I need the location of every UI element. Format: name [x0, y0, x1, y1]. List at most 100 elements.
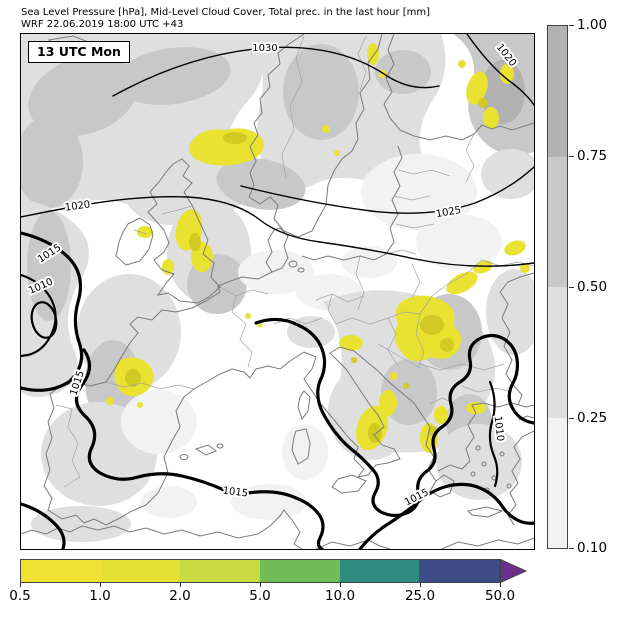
isobar-1010-east: [488, 380, 499, 488]
cloud-colorbar-tick-label: 0.75: [577, 148, 608, 164]
coastline-island: [216, 443, 224, 449]
country-border: [395, 223, 435, 229]
precip-blob: [466, 71, 488, 105]
country-border: [465, 133, 475, 183]
country-border: [419, 363, 505, 371]
precip-colorbar-tick-label: 2.0: [169, 588, 191, 604]
cloud-colorbar-segment: [548, 26, 567, 157]
cloud-blob: [283, 44, 359, 140]
country-border: [105, 381, 195, 390]
precip-blob: [500, 64, 514, 84]
cloud-colorbar-segment: [548, 287, 567, 418]
precip-blob: [223, 132, 247, 144]
cloud-colorbar-tick: [569, 418, 574, 419]
isobar-1020-northeast: [466, 34, 534, 106]
precip-blob: [520, 263, 530, 273]
cloud-colorbar-segment: [548, 156, 567, 287]
coastline-baltic-east: [301, 145, 403, 261]
isobar-1025: [240, 166, 534, 214]
precip-blob: [390, 372, 398, 380]
coastline-great-britain: [147, 158, 221, 304]
cloud-blob: [121, 390, 197, 454]
cloud-colorbar-tick: [569, 287, 574, 288]
map-panel: 1030 1020 1020 1025 1015 1010 1015 1015 …: [20, 33, 535, 550]
coastline-aegean-island: [481, 461, 487, 467]
coastline-sardinia: [291, 428, 311, 465]
cloud-blob: [31, 506, 131, 542]
cloud-blob: [282, 424, 328, 480]
isobar-low-center: [30, 301, 58, 339]
coastlines-layer: [21, 34, 534, 549]
precip-blob: [137, 402, 143, 408]
country-border: [419, 259, 483, 315]
precip-blob: [257, 322, 263, 328]
coastline-crete: [467, 506, 504, 518]
country-border: [415, 313, 425, 369]
precip-colorbar-segment: [260, 560, 340, 582]
precip-colorbar: [20, 559, 500, 583]
cloud-colorbar-tick: [569, 25, 574, 26]
cloud-colorbar-tick-label: 1.00: [577, 17, 608, 33]
precip-colorbar-overflow-arrow: [500, 559, 528, 583]
precip-blob: [440, 338, 454, 352]
coastline-scandinavia: [248, 34, 383, 238]
precip-colorbar-tick-label: 25.0: [404, 588, 436, 604]
cloud-blob: [216, 158, 306, 210]
coastline-black-sea-west: [499, 291, 523, 406]
precip-blob: [483, 107, 499, 129]
coastline-aegean-island: [506, 483, 512, 489]
contour-label: 1015: [222, 486, 249, 500]
isobar-1015-west: [74, 348, 325, 549]
contour-label: 1030: [252, 43, 277, 54]
cloud-colorbar-tick-label: 0.50: [577, 279, 608, 295]
country-border: [161, 205, 193, 215]
cloud-blob: [436, 424, 522, 500]
isobar-1015-southwest: [21, 502, 66, 549]
precip-colorbar-tick: [100, 583, 101, 587]
cloud-blob: [481, 149, 534, 199]
precip-blob: [162, 259, 174, 275]
coastline-corsica: [297, 390, 311, 421]
contour-label: 1010: [491, 415, 505, 442]
precip-blob: [446, 271, 478, 295]
cloud-blob: [375, 50, 431, 94]
precip-colorbar-segment: [21, 560, 101, 582]
coastline-north-africa-mid: [315, 539, 391, 549]
isobar-1015-southeast: [358, 482, 534, 549]
cloud-blob: [416, 214, 502, 270]
precip-blob: [106, 397, 114, 405]
coastline-north-africa-west: [21, 509, 303, 549]
coastline-island: [288, 260, 298, 268]
precip-colorbar-tick-label: 0.5: [9, 588, 31, 604]
cloud-blob: [341, 246, 397, 278]
precip-blob: [458, 60, 466, 68]
precip-colorbar-tick-label: 10.0: [324, 588, 356, 604]
valid-time-badge: 13 UTC Mon: [28, 41, 130, 63]
precip-blob: [504, 240, 526, 256]
country-border: [335, 317, 389, 325]
precip-blob: [137, 226, 153, 238]
pressure-contours-layer: [21, 34, 534, 549]
isobar-1030: [112, 46, 440, 97]
precip-colorbar-tick: [20, 583, 21, 587]
precip-blob: [189, 233, 201, 251]
coastline-north-africa-east: [441, 537, 534, 549]
country-border: [461, 385, 513, 393]
cloud-colorbar-tick-label: 0.10: [577, 540, 608, 556]
country-border: [377, 343, 421, 369]
precip-colorbar-tick: [500, 583, 501, 587]
contour-label: 1020: [64, 199, 91, 213]
country-border: [357, 35, 367, 91]
coastline-sicily: [331, 474, 367, 494]
precip-colorbar-tick: [180, 583, 181, 587]
coastline-west-europe-iberia: [43, 271, 305, 526]
plot-subtitle: WRF 22.06.2019 18:00 UTC +43: [21, 19, 184, 30]
plot-title: Sea Level Pressure [hPa], Mid-Level Clou…: [21, 7, 431, 18]
precip-colorbar-tick: [420, 583, 421, 587]
precip-colorbar-tick: [340, 583, 341, 587]
cloud-colorbar-segment: [548, 417, 567, 548]
precip-blob: [245, 313, 251, 319]
cloud-blob: [361, 154, 477, 230]
cloud-blob: [141, 486, 197, 518]
precip-blob: [334, 150, 340, 156]
